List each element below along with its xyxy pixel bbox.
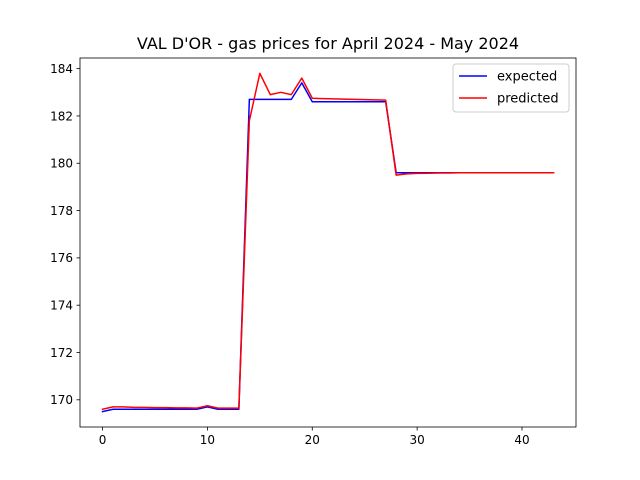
y-tick-label: 182 xyxy=(50,109,73,123)
y-tick-label: 174 xyxy=(50,298,73,312)
y-tick-label: 172 xyxy=(50,346,73,360)
legend-label-expected: expected xyxy=(497,70,557,85)
y-tick-label: 178 xyxy=(50,204,73,218)
plot-area: 0 10 20 30 40 170 172 174 176 178 180 182 184 xyxy=(50,57,577,447)
y-tick-label: 176 xyxy=(50,251,73,265)
y-tick-label: 170 xyxy=(50,393,73,407)
x-tick-label: 0 xyxy=(99,433,107,447)
legend-label-predicted: predicted xyxy=(497,92,559,107)
series-line-predicted xyxy=(101,72,555,411)
axes-frame xyxy=(79,57,577,428)
x-tick-label: 20 xyxy=(305,433,320,447)
x-tick-label: 10 xyxy=(200,433,215,447)
x-tick-label: 30 xyxy=(409,433,424,447)
x-tick-label: 40 xyxy=(514,433,529,447)
y-tick-label: 184 xyxy=(50,62,73,76)
legend: expected predicted xyxy=(452,63,570,113)
y-tick-label: 180 xyxy=(50,157,73,171)
series-group xyxy=(101,72,555,413)
chart-title: VAL D'OR - gas prices for April 2024 - M… xyxy=(137,34,519,53)
